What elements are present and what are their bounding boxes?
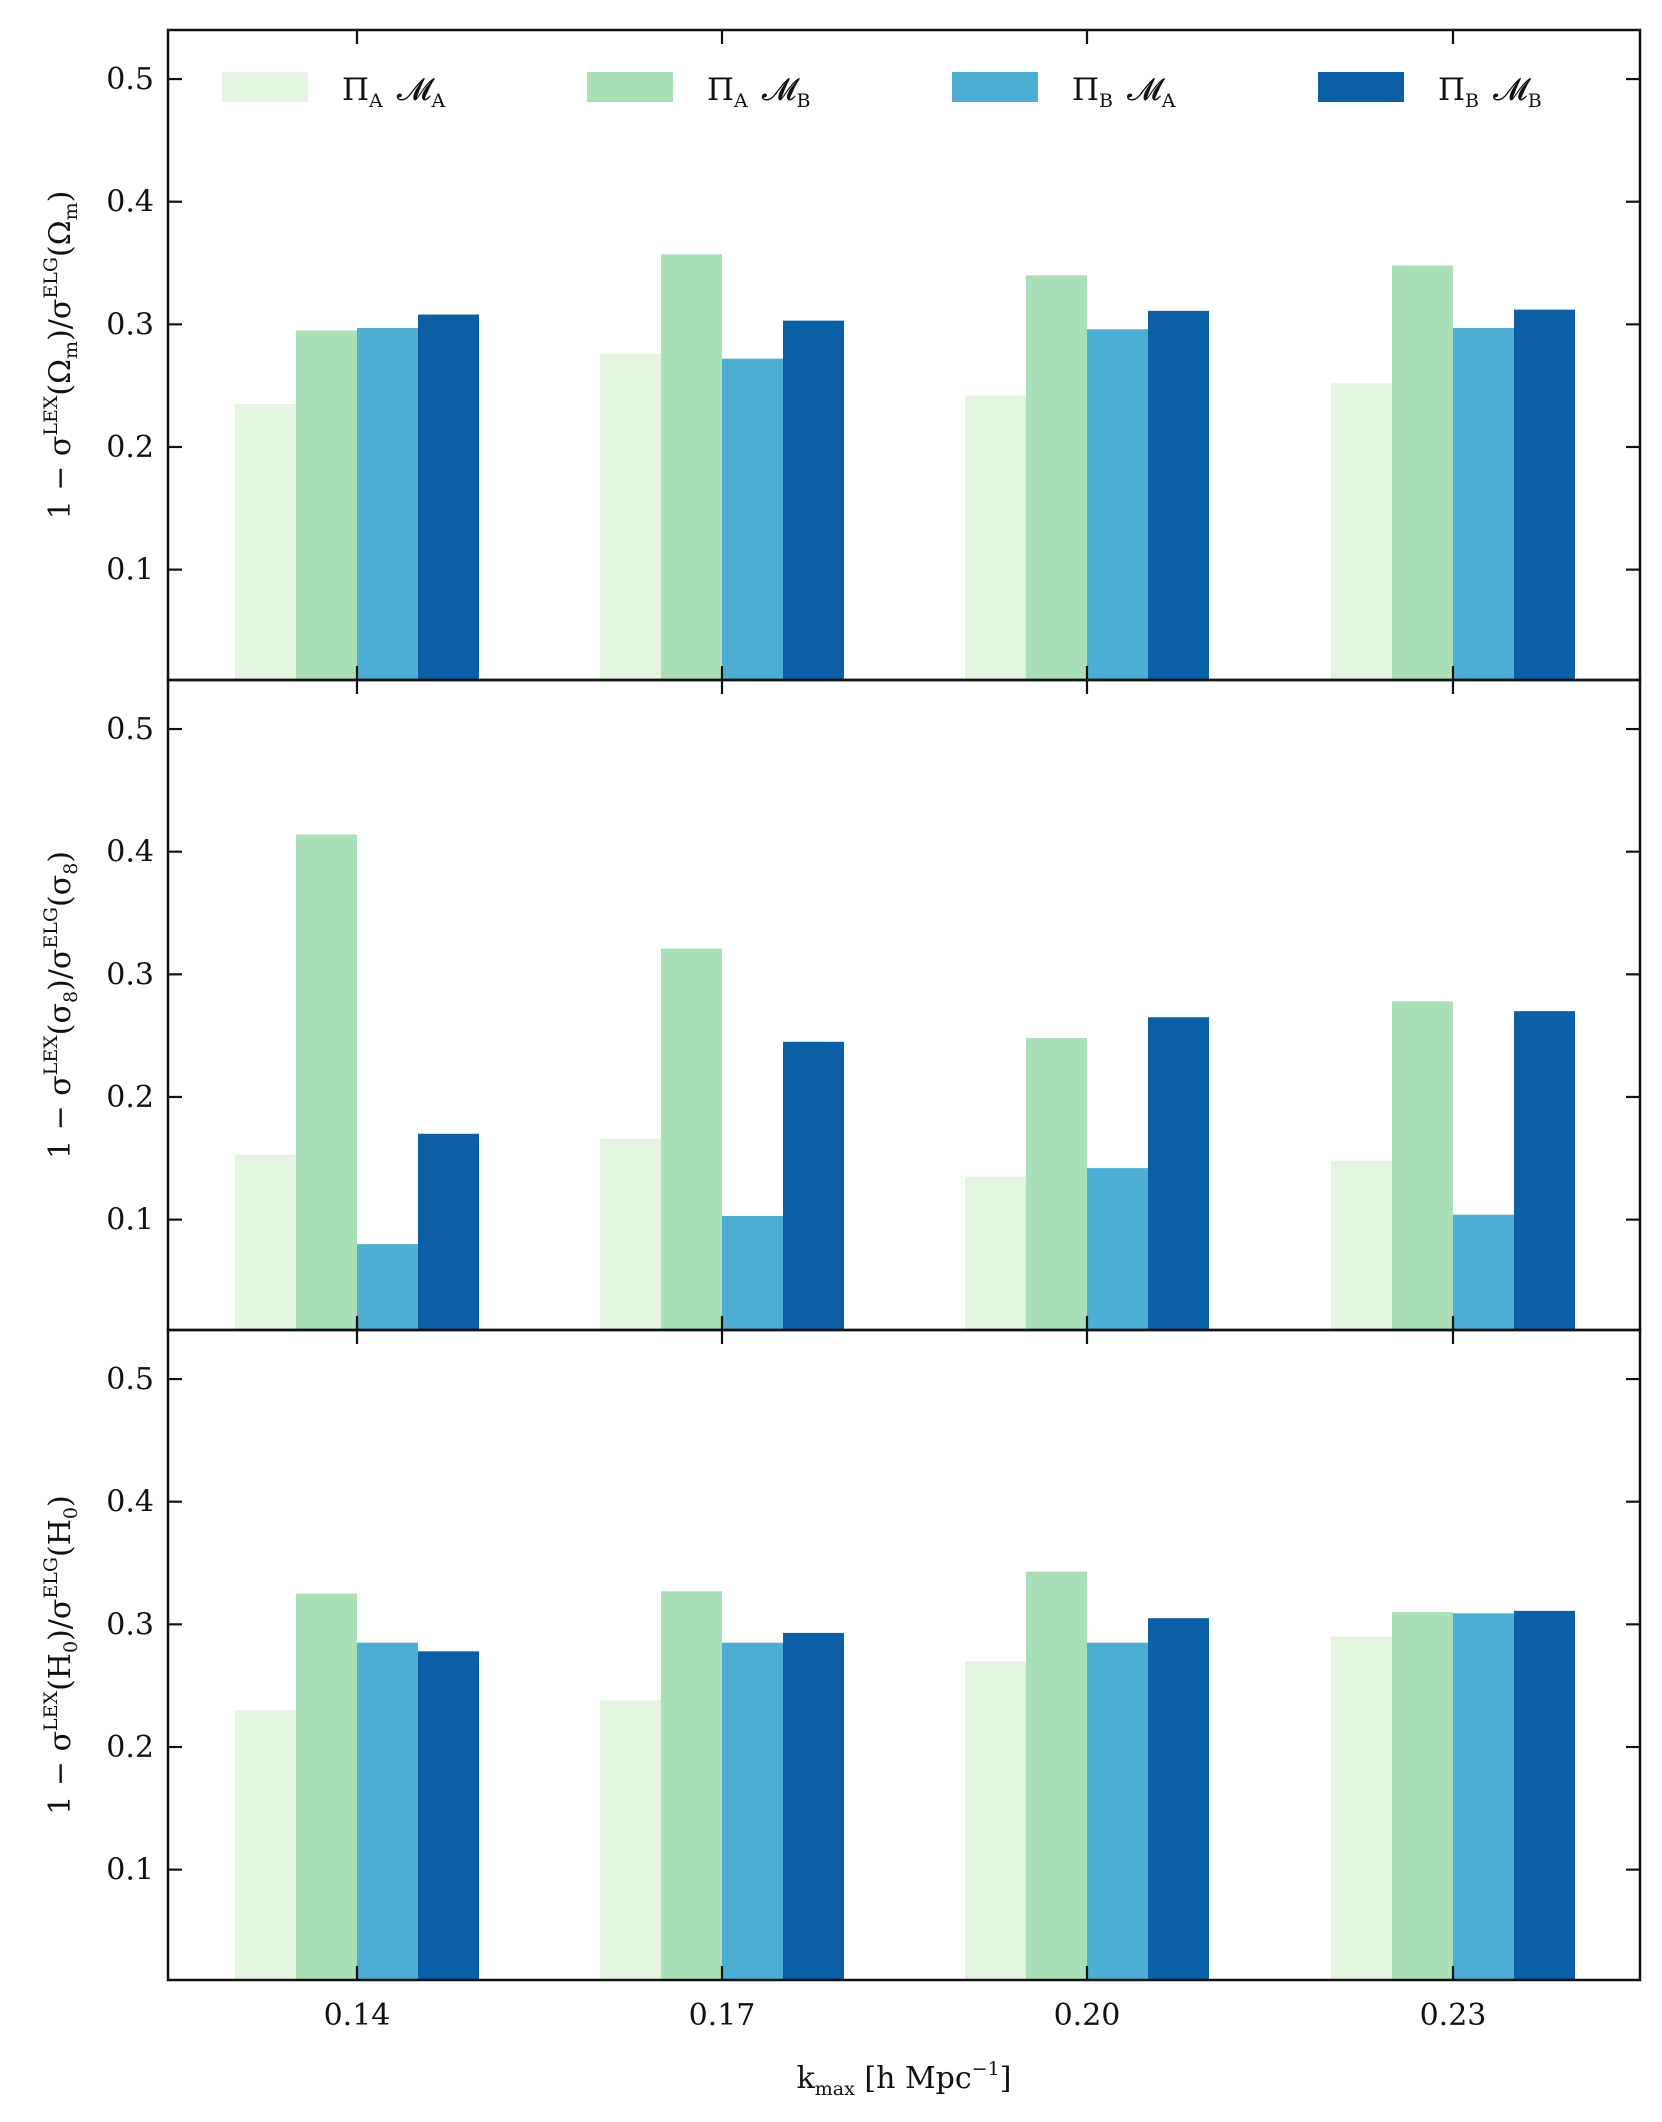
legend-entry-PiA_MA: ΠA 𝓜A bbox=[222, 72, 446, 112]
panel-1: 0.1 0.2 0.3 0.4 0.5 1 − σLEX(Ωm)/σELG(Ωm) bbox=[40, 28, 1642, 682]
x-tick-label: 0.17 bbox=[689, 1998, 756, 2033]
bar-p1-PiA_MB-0.20 bbox=[1026, 275, 1087, 680]
legend-swatch bbox=[952, 72, 1038, 102]
legend-entry-PiB_MA: ΠB 𝓜A bbox=[952, 72, 1176, 112]
bar-p3-PiB_MA-0.17 bbox=[722, 1642, 783, 1980]
y-tick-label: 0.1 bbox=[106, 553, 154, 588]
y-axis-label: 1 − σLEX(H0)/σELG(H0) bbox=[40, 1495, 82, 1814]
bar-p2-PiA_MA-0.14 bbox=[235, 1154, 296, 1330]
legend-entry-PiB_MB: ΠB 𝓜B bbox=[1318, 72, 1542, 112]
bar-p2-PiB_MA-0.20 bbox=[1087, 1168, 1148, 1330]
bar-p1-PiA_MB-0.14 bbox=[296, 330, 357, 680]
bar-p3-PiB_MB-0.17 bbox=[783, 1632, 844, 1980]
bar-p1-PiB_MB-0.17 bbox=[783, 320, 844, 680]
bar-p2-PiB_MB-0.20 bbox=[1148, 1017, 1209, 1330]
bar-p3-PiB_MA-0.23 bbox=[1453, 1613, 1514, 1980]
legend-label: ΠB 𝓜A bbox=[1072, 72, 1176, 112]
y-tick-label: 0.5 bbox=[106, 1362, 154, 1397]
bar-p2-PiA_MB-0.14 bbox=[296, 834, 357, 1330]
bar-p1-PiA_MA-0.23 bbox=[1331, 383, 1392, 680]
panels: 0.10.20.30.40.51 − σLEX(Ωm)/σELG(Ωm)0.10… bbox=[40, 28, 1642, 1982]
legend: ΠA 𝓜A ΠA 𝓜B ΠB 𝓜A ΠB 𝓜B bbox=[222, 72, 1542, 112]
y-tick-label: 0.3 bbox=[106, 957, 154, 992]
y-tick-label: 0.1 bbox=[106, 1853, 154, 1888]
x-tick-label: 0.14 bbox=[324, 1998, 391, 2033]
bar-p3-PiA_MB-0.17 bbox=[661, 1591, 722, 1980]
bar-p3-PiB_MB-0.20 bbox=[1148, 1618, 1209, 1980]
bar-p1-PiB_MA-0.14 bbox=[357, 328, 418, 680]
bar-p3-PiA_MA-0.20 bbox=[965, 1661, 1026, 1980]
y-tick-label: 0.2 bbox=[106, 430, 154, 465]
bar-p2-PiB_MA-0.23 bbox=[1453, 1214, 1514, 1330]
bar-p2-PiA_MB-0.23 bbox=[1392, 1001, 1453, 1330]
x-axis-label: 0.14 0.17 0.20 0.23 kmax [h Mpc−1] bbox=[324, 1998, 1487, 2100]
bar-p2-PiB_MA-0.17 bbox=[722, 1215, 783, 1330]
y-tick-label: 0.4 bbox=[106, 835, 154, 870]
bar-p1-PiB_MA-0.20 bbox=[1087, 329, 1148, 680]
bar-p1-PiA_MA-0.17 bbox=[600, 353, 661, 680]
x-axis-title: kmax [h Mpc−1] bbox=[797, 2058, 1012, 2100]
bar-p2-PiB_MB-0.23 bbox=[1514, 1011, 1575, 1330]
x-tick-label: 0.20 bbox=[1054, 1998, 1121, 2033]
bar-p2-PiB_MA-0.14 bbox=[357, 1244, 418, 1330]
panel-frame bbox=[166, 1328, 1642, 1982]
legend-entry-PiA_MB: ΠA 𝓜B bbox=[587, 72, 810, 112]
y-tick-label: 0.2 bbox=[106, 1080, 154, 1115]
bar-p1-PiB_MA-0.17 bbox=[722, 358, 783, 680]
y-tick-label: 0.5 bbox=[106, 62, 154, 97]
panel-3: 0.1 0.2 0.3 0.4 0.5 1 − σLEX(H0)/σELG(H0) bbox=[40, 1328, 1642, 1982]
bar-p3-PiA_MA-0.14 bbox=[235, 1710, 296, 1980]
legend-label: ΠA 𝓜A bbox=[342, 72, 446, 112]
bar-p2-PiA_MB-0.17 bbox=[661, 948, 722, 1330]
bar-p3-PiA_MA-0.23 bbox=[1331, 1636, 1392, 1980]
legend-label: ΠB 𝓜B bbox=[1438, 72, 1542, 112]
y-tick-label: 0.3 bbox=[106, 1607, 154, 1642]
y-tick-label: 0.3 bbox=[106, 307, 154, 342]
bar-p1-PiB_MB-0.14 bbox=[418, 314, 479, 680]
panel-2: 0.1 0.2 0.3 0.4 0.5 1 − σLEX(σ8)/σELG(σ8) bbox=[40, 678, 1642, 1332]
y-axis-label: 1 − σLEX(σ8)/σELG(σ8) bbox=[40, 851, 82, 1159]
bar-p2-PiA_MB-0.20 bbox=[1026, 1038, 1087, 1330]
y-tick-label: 0.1 bbox=[106, 1203, 154, 1238]
bar-p1-PiA_MA-0.20 bbox=[965, 395, 1026, 680]
legend-swatch bbox=[222, 72, 308, 102]
bar-p3-PiB_MB-0.23 bbox=[1514, 1610, 1575, 1980]
legend-swatch bbox=[1318, 72, 1404, 102]
bar-p2-PiB_MB-0.14 bbox=[418, 1133, 479, 1330]
y-tick-label: 0.5 bbox=[106, 712, 154, 747]
bar-p2-PiA_MA-0.20 bbox=[965, 1176, 1026, 1330]
y-axis-label: 1 − σLEX(Ωm)/σELG(Ωm) bbox=[40, 191, 82, 520]
bar-p2-PiA_MA-0.23 bbox=[1331, 1160, 1392, 1330]
bar-p3-PiB_MA-0.14 bbox=[357, 1642, 418, 1980]
bar-p3-PiA_MA-0.17 bbox=[600, 1700, 661, 1980]
bar-p3-PiA_MB-0.23 bbox=[1392, 1612, 1453, 1980]
bar-p2-PiB_MB-0.17 bbox=[783, 1041, 844, 1330]
bar-p1-PiA_MA-0.14 bbox=[235, 404, 296, 680]
bar-p2-PiA_MA-0.17 bbox=[600, 1138, 661, 1330]
bar-p3-PiA_MB-0.14 bbox=[296, 1593, 357, 1980]
bar-p3-PiB_MA-0.20 bbox=[1087, 1642, 1148, 1980]
bar-p1-PiB_MB-0.23 bbox=[1514, 309, 1575, 680]
y-tick-label: 0.4 bbox=[106, 185, 154, 220]
legend-swatch bbox=[587, 72, 673, 102]
bar-p1-PiB_MB-0.20 bbox=[1148, 310, 1209, 680]
y-tick-label: 0.4 bbox=[106, 1485, 154, 1520]
bar-p1-PiB_MA-0.23 bbox=[1453, 328, 1514, 680]
bar-p3-PiB_MB-0.14 bbox=[418, 1651, 479, 1980]
bar-p3-PiA_MB-0.20 bbox=[1026, 1571, 1087, 1980]
y-tick-label: 0.2 bbox=[106, 1730, 154, 1765]
bar-p1-PiA_MB-0.17 bbox=[661, 254, 722, 680]
bar-p1-PiA_MB-0.23 bbox=[1392, 265, 1453, 680]
x-tick-label: 0.23 bbox=[1420, 1998, 1487, 2033]
legend-label: ΠA 𝓜B bbox=[707, 72, 810, 112]
